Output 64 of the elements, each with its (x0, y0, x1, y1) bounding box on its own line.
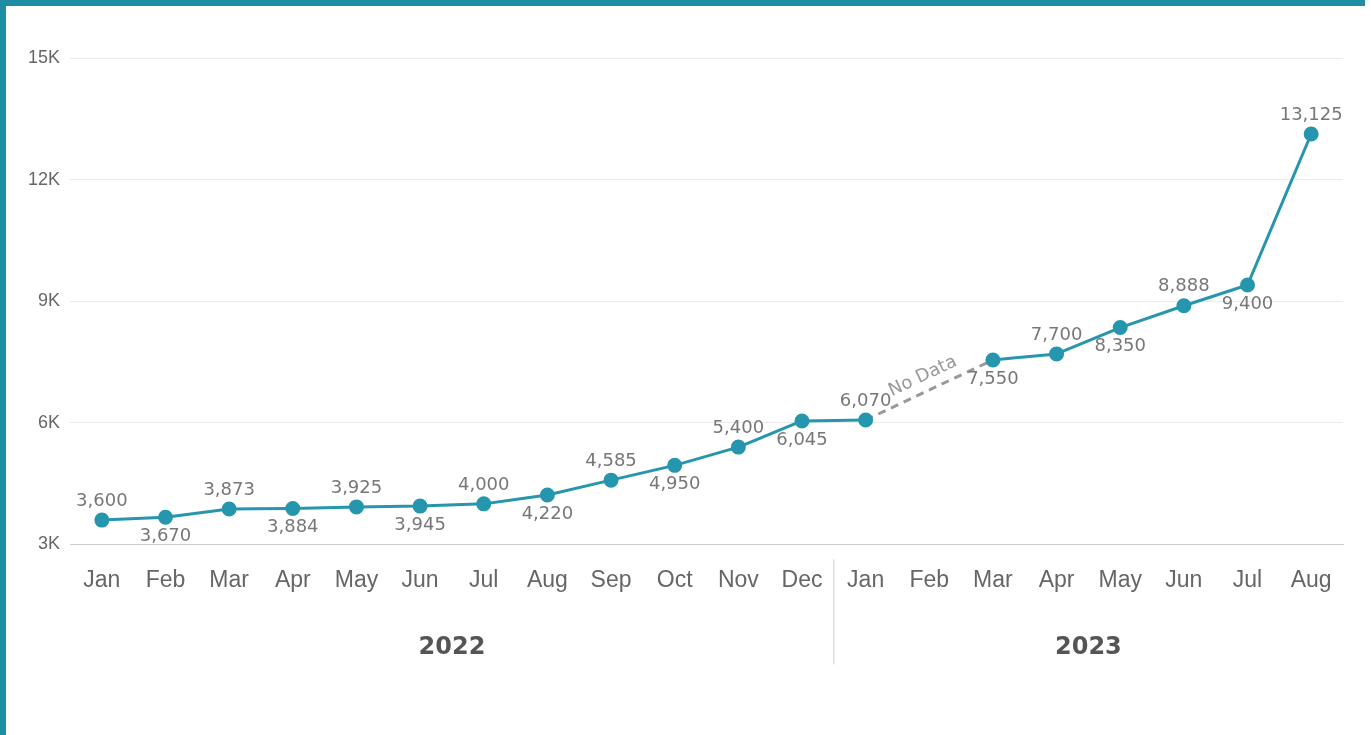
point (858, 412, 874, 428)
data-label: 3,925 (330, 475, 383, 497)
data-label: 4,950 (648, 472, 701, 494)
point (794, 413, 810, 429)
data-label: 4,220 (521, 501, 574, 523)
data-label: 9,400 (1221, 291, 1274, 313)
x-tick-label: Apr (1038, 565, 1075, 592)
point (94, 512, 110, 528)
data-label: 4,585 (585, 448, 637, 470)
x-tick-label: Aug (1290, 565, 1332, 592)
data-label: 5,400 (712, 415, 765, 437)
data-label: 7,550 (967, 366, 1019, 388)
x-tick-label: Jul (1232, 565, 1263, 592)
y-tick-label: 15K (28, 46, 61, 67)
point (348, 499, 364, 515)
data-label: 6,045 (776, 427, 828, 449)
point (539, 487, 555, 503)
y-tick-label: 6K (38, 411, 61, 432)
data-label: 13,125 (1279, 102, 1343, 124)
point (221, 501, 237, 517)
data-label: 8,350 (1094, 334, 1146, 356)
x-tick-label: May (334, 565, 379, 592)
point (1176, 298, 1192, 314)
text: 2022 (418, 631, 486, 660)
y-tick-label: 9K (38, 290, 61, 311)
x-tick-label: Feb (909, 565, 950, 592)
x-tick-label: Mar (973, 565, 1014, 592)
point (730, 439, 746, 455)
x-tick-label: Oct (656, 565, 694, 592)
point (285, 501, 301, 517)
x-tick-label: Jan (847, 565, 885, 592)
y-tick-label: 12K (28, 168, 61, 189)
data-label: 8,888 (1158, 274, 1210, 296)
point (1049, 346, 1065, 362)
data-label: 7,700 (1030, 322, 1083, 344)
x-tick-label: May (1098, 565, 1143, 592)
x-tick-label: Nov (717, 565, 760, 592)
x-tick-label: Mar (209, 565, 250, 592)
text: 2023 (1055, 631, 1122, 660)
point (1112, 320, 1128, 336)
point (1303, 126, 1319, 142)
point (603, 472, 619, 488)
x-tick-label: Aug (526, 565, 568, 592)
x-tick-label: Jul (469, 565, 499, 592)
x-tick-label: Jun (1165, 565, 1203, 592)
x-tick-label: Jun (401, 565, 439, 592)
x-tick-label: Apr (274, 565, 312, 592)
point (1240, 277, 1256, 293)
data-label: 3,884 (267, 515, 319, 537)
x-tick-label: Jan (83, 565, 121, 592)
x-tick-label: Dec (781, 565, 823, 592)
point (158, 509, 173, 525)
y-tick-label: 3K (38, 533, 61, 554)
point (412, 498, 428, 514)
x-tick-label: Sep (590, 565, 632, 592)
data-label: 3,945 (394, 512, 446, 534)
data-label: 4,000 (457, 472, 510, 494)
data-label: 3,670 (139, 523, 192, 545)
data-label: 3,600 (76, 488, 128, 510)
x-tick-label: Feb (145, 565, 186, 592)
data-label: 3,873 (203, 477, 255, 499)
point (476, 496, 492, 512)
point (667, 457, 683, 473)
point (985, 352, 1001, 368)
